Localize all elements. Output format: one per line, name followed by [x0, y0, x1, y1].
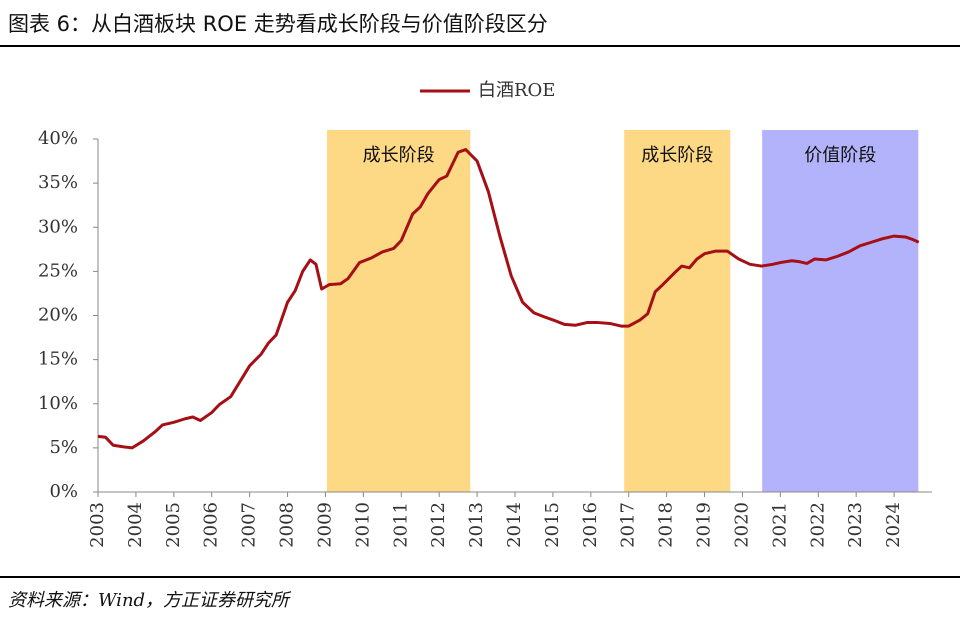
x-tick-label: 2010 [352, 502, 373, 548]
x-tick-label: 2021 [769, 502, 790, 548]
phase-label: 成长阶段 [363, 145, 435, 166]
x-tick-label: 2022 [807, 502, 828, 548]
line-series [97, 148, 920, 450]
phase-region [326, 130, 471, 492]
x-tick-label: 2006 [201, 502, 222, 548]
y-tick-label: 25% [38, 260, 78, 281]
source: 资料来源：Wind，方正证券研究所 [8, 590, 292, 611]
x-tick-label: 2020 [731, 502, 752, 548]
chart-title: 图表 6：从白酒板块 ROE 走势看成长阶段与价值阶段区分 [8, 12, 548, 36]
phase-label: 成长阶段 [641, 145, 713, 166]
x-tick-label: 2017 [618, 502, 639, 548]
x-tick-label: 2003 [87, 502, 108, 548]
x-tick-label: 2016 [580, 502, 601, 548]
x-tick-label: 2018 [656, 502, 677, 548]
legend-label: 白酒ROE [478, 80, 555, 101]
y-tick-label: 10% [38, 393, 78, 414]
x-tick-label: 2014 [504, 502, 525, 548]
y-tick-label: 40% [38, 128, 78, 149]
x-tick-label: 2005 [163, 502, 184, 548]
y-tick-label: 20% [38, 305, 78, 326]
x-tick-label: 2023 [845, 502, 866, 548]
x-tick-label: 2009 [314, 502, 335, 548]
y-tick-label: 5% [49, 437, 78, 458]
y-tick-label: 35% [38, 172, 78, 193]
x-tick-label: 2007 [239, 502, 260, 548]
x-tick-label: 2019 [694, 502, 715, 548]
x-tick-label: 2012 [428, 502, 449, 548]
x-tick-label: 2004 [125, 502, 146, 548]
y-tick-label: 0% [49, 481, 78, 502]
phase-label: 价值阶段 [804, 145, 876, 166]
x-tick-label: 2011 [390, 502, 411, 548]
phase-region [624, 130, 731, 492]
x-tick-label: 2024 [883, 502, 904, 548]
y-tick-label: 30% [38, 216, 78, 237]
x-tick-label: 2013 [466, 502, 487, 548]
x-tick-label: 2015 [542, 502, 563, 548]
phase-region [762, 130, 919, 492]
y-tick-label: 15% [38, 349, 78, 370]
x-tick-label: 2008 [277, 502, 298, 548]
